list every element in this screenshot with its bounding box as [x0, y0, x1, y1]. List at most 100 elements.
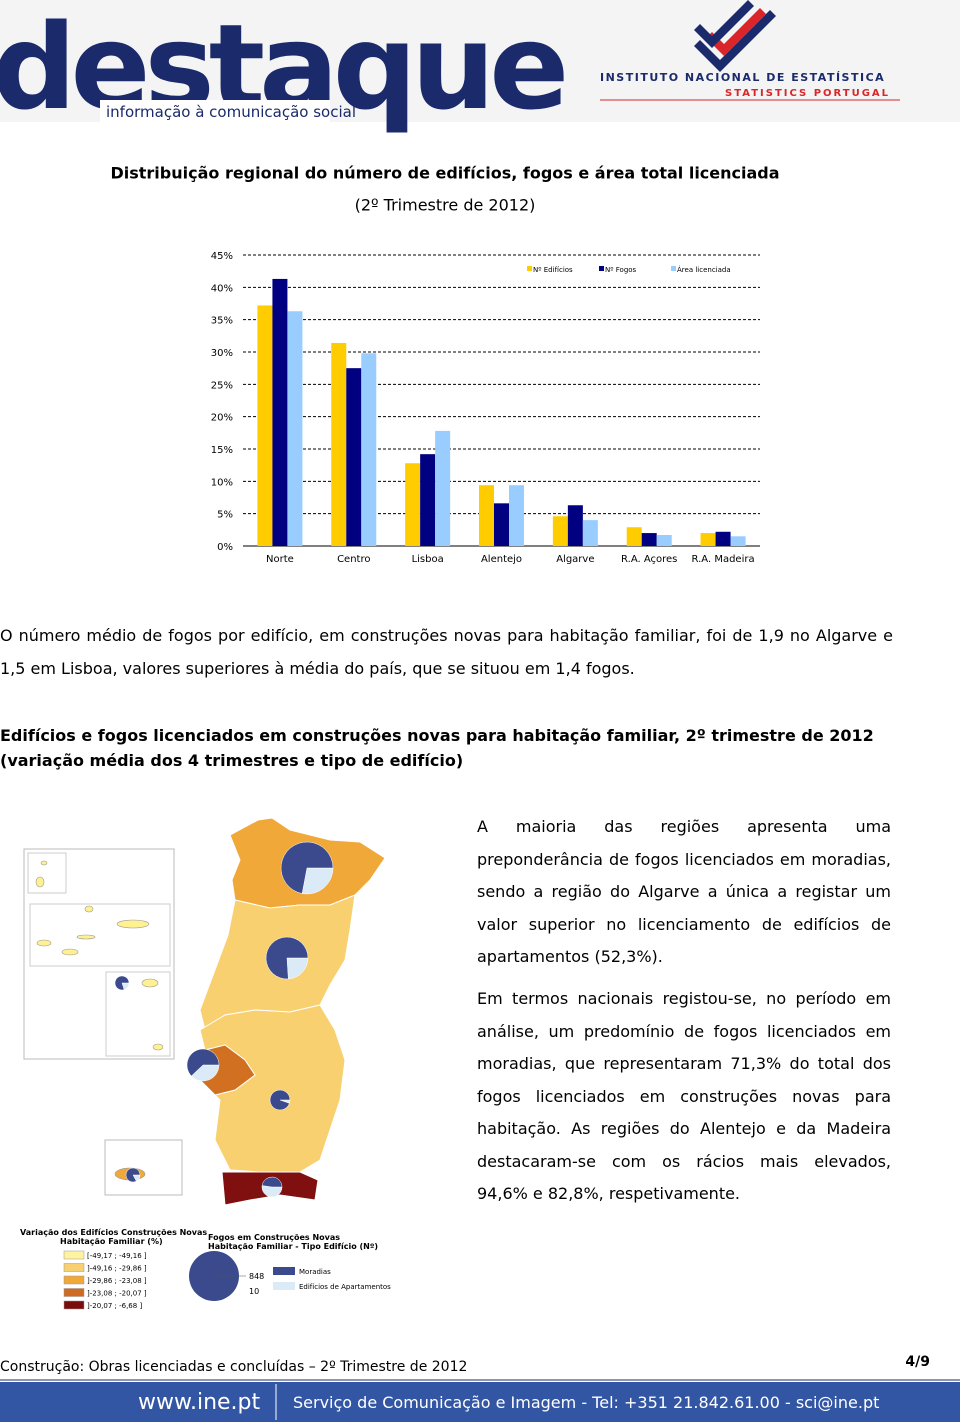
legend-label: ]-29,86 ; -23,08 ] [87, 1277, 147, 1285]
pie-slice-apartments [286, 957, 309, 980]
bar [715, 531, 731, 546]
bar [641, 533, 657, 546]
legend-swatch [63, 1275, 85, 1285]
institute-en: STATISTICS PORTUGAL [725, 88, 890, 99]
legend-swatch [273, 1267, 295, 1275]
legend-title: Fogos em Construções Novas [208, 1233, 340, 1242]
legend-size-label: 848 [249, 1272, 264, 1281]
tagline-bg [100, 100, 330, 122]
bar [494, 503, 509, 546]
legend-swatch [671, 266, 676, 271]
bar [582, 520, 598, 546]
legend-swatch [273, 1282, 295, 1290]
pie-slice-houses [125, 1167, 141, 1183]
pie-slice-houses [280, 841, 334, 894]
bar [509, 485, 524, 546]
azores-frame [23, 848, 175, 1060]
legend-label: ]-20,07 ; -6,68 ] [87, 1302, 142, 1310]
x-tick-label: Lisboa [412, 554, 444, 565]
section-subtitle: (variação média dos 4 trimestres e tipo … [0, 751, 464, 770]
footer-band [0, 1382, 960, 1422]
pie-slice-houses [114, 975, 130, 991]
bar [479, 485, 494, 546]
pie-slice-houses [186, 1048, 220, 1077]
bar [730, 536, 746, 546]
azores-inset [105, 971, 171, 1057]
paragraph: A maioria das regiões apresenta uma prep… [477, 817, 891, 966]
legend-label: Moradias [299, 1268, 331, 1276]
legend-swatch [63, 1250, 85, 1260]
pie-slice-houses [269, 1089, 291, 1111]
y-tick-label: 0% [217, 542, 233, 553]
legend-swatch [63, 1263, 85, 1272]
y-tick-label: 15% [211, 445, 233, 456]
legend-size-label: 10 [249, 1287, 259, 1296]
legend-label: Nº Edifícios [533, 266, 573, 274]
x-tick-label: Algarve [556, 554, 594, 565]
bar [656, 535, 672, 546]
y-tick-label: 20% [211, 413, 233, 424]
x-tick-label: R.A. Açores [621, 554, 677, 565]
section-title: Edifícios e fogos licenciados em constru… [0, 726, 874, 745]
x-tick-label: R.A. Madeira [692, 554, 755, 565]
y-tick-label: 40% [211, 283, 233, 294]
pie-slice-houses [265, 936, 309, 980]
legend-label: Área licenciada [677, 265, 731, 274]
bar [567, 505, 583, 546]
pie-slice-apartments [301, 867, 334, 895]
bar [435, 430, 451, 546]
institute: INSTITUTO NACIONAL DE ESTATÍSTICA [600, 71, 885, 84]
y-tick-label: 30% [211, 348, 233, 359]
footer-site: www.ine.pt [138, 1390, 261, 1415]
ine-logo [694, 0, 776, 72]
bar [626, 527, 642, 546]
y-tick-label: 10% [211, 477, 233, 488]
bar [287, 311, 303, 546]
legend-swatch [527, 266, 532, 271]
legend-swatch [63, 1288, 85, 1297]
y-tick-label: 25% [211, 380, 233, 391]
legend-swatch [599, 266, 604, 271]
tagline: informação à comunicação social [106, 103, 356, 121]
legend-label: [-49,17 ; -49,16 ] [87, 1252, 147, 1260]
azores-islands [35, 860, 164, 1051]
legend-label: Nº Fogos [605, 266, 637, 274]
y-tick-label: 5% [217, 510, 233, 521]
x-tick-label: Alentejo [481, 554, 522, 565]
pie-slice-houses [261, 1176, 283, 1188]
azores-inset [29, 903, 171, 967]
legend-title: Variação dos Edifícios Construções Novas [20, 1228, 207, 1237]
footer-contact: Serviço de Comunicação e Imagem - Tel: +… [293, 1393, 879, 1412]
y-tick-label: 45% [211, 251, 233, 262]
x-tick-label: Centro [337, 554, 370, 565]
bar-chart: 0% 5% 10% 15% 20% 25% 30% 35% 40% 45% Norte Centro L… [211, 251, 760, 565]
bar [361, 353, 377, 546]
paragraph: Em termos nacionais registou-se, no perí… [477, 989, 891, 1203]
bar [405, 463, 421, 546]
azores-inset [27, 852, 67, 894]
legend-label: ]-49,16 ; -29,86 ] [87, 1265, 147, 1273]
y-tick-label: 35% [211, 316, 233, 327]
x-tick-label: Norte [266, 554, 294, 565]
legend-label: ]-23,08 ; -20,07 ] [87, 1290, 147, 1298]
madeira-frame [104, 1139, 183, 1196]
page-number: 4/9 [905, 1354, 930, 1370]
legend-swatch [63, 1300, 85, 1310]
chart-subtitle: (2º Trimestre de 2012) [355, 196, 536, 215]
legend-title: Habitação Familiar - Tipo Edifício (Nº) [208, 1242, 378, 1251]
legend-title: Habitação Familiar (%) [60, 1237, 163, 1246]
bar [272, 278, 288, 546]
pie-slice-apartments [261, 1185, 283, 1198]
legend-label: Edifícios de Apartamentos [299, 1283, 391, 1291]
bar [420, 454, 436, 546]
map [23, 817, 386, 1206]
map-legend: Variação dos Edifícios Construções Novas… [20, 1228, 391, 1310]
bar [700, 533, 716, 546]
bar [346, 368, 362, 546]
bar [257, 305, 273, 546]
bar [552, 516, 568, 546]
pie-slice-apartments [190, 1064, 220, 1082]
bar [331, 342, 347, 546]
